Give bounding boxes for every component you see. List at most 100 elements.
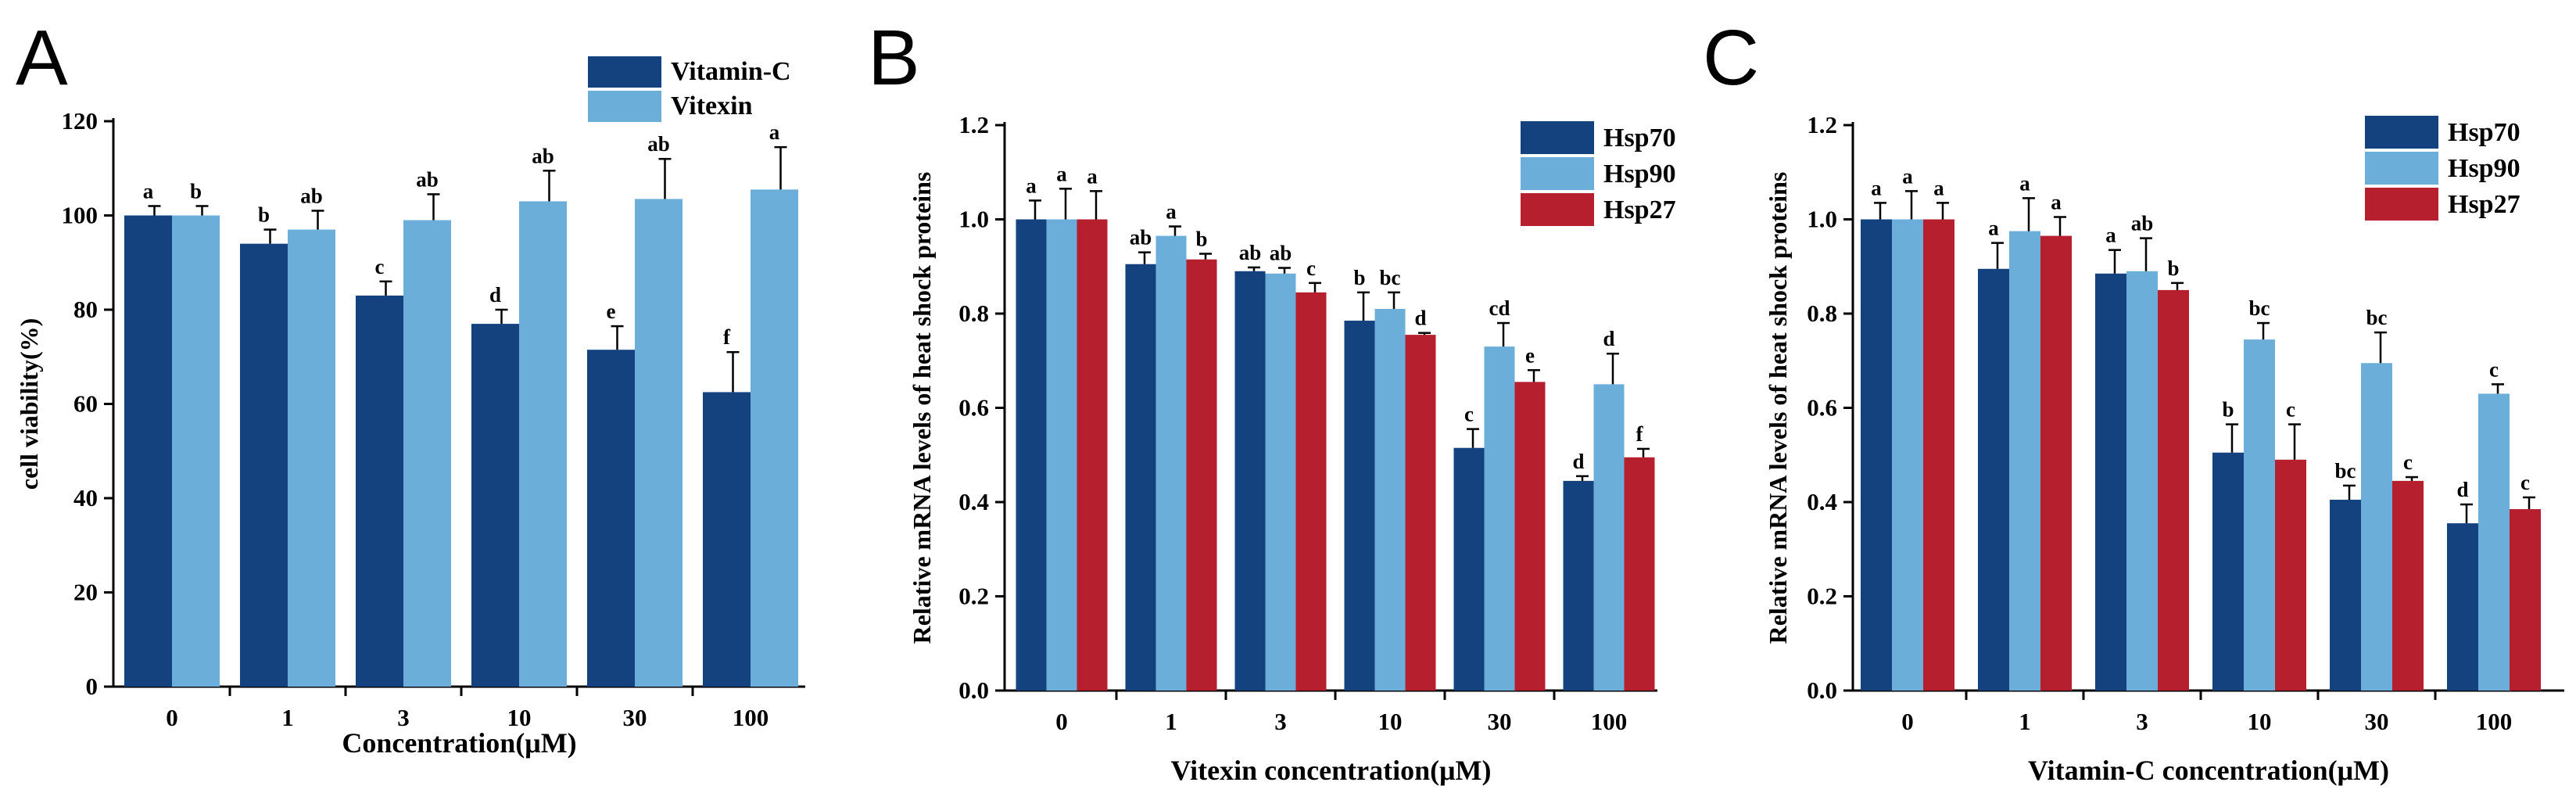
legend-swatch [1521, 121, 1594, 154]
significance-label: b [2222, 398, 2234, 422]
significance-label: a [143, 179, 154, 203]
panel-letter: A [16, 14, 68, 102]
bar-hsp90-3 [1265, 273, 1296, 691]
x-tick-label: 1 [2019, 708, 2031, 735]
y-axis-title: Relative mRNA levels of heat shock prote… [908, 172, 936, 644]
y-tick-label: 120 [62, 107, 99, 135]
y-tick-label: 0.8 [958, 300, 989, 327]
x-tick-label: 30 [623, 704, 647, 731]
bar-vitamin-c-30 [587, 350, 635, 687]
x-tick-label: 100 [2476, 708, 2513, 735]
significance-label: ab [1270, 242, 1292, 265]
y-axis-title: cell viability(%) [15, 318, 43, 490]
legend-label: Hsp90 [1603, 160, 1676, 188]
y-tick-label: 1.2 [958, 111, 989, 138]
y-tick-label: 1.0 [1807, 206, 1837, 233]
significance-label: b [1353, 266, 1365, 289]
significance-label: c [1464, 403, 1474, 426]
x-tick-label: 3 [397, 704, 410, 731]
significance-label: bc [2366, 306, 2388, 329]
bar-hsp90-30 [2361, 363, 2392, 691]
bar-vitamin-c-0 [124, 215, 172, 687]
significance-label: d [2456, 478, 2468, 501]
bar-hsp90-100 [2478, 393, 2510, 691]
bar-hsp70-100 [2447, 523, 2478, 691]
significance-label: ab [1130, 226, 1152, 249]
x-axis-title: Vitexin concentration(μM) [1171, 755, 1492, 786]
significance-label: e [607, 300, 616, 323]
x-tick-label: 3 [1274, 708, 1287, 735]
bar-hsp27-100 [1624, 457, 1655, 691]
significance-label: c [2286, 398, 2295, 422]
bar-hsp90-1 [1155, 235, 1187, 691]
significance-label: c [2489, 357, 2499, 381]
y-tick-label: 1.2 [1807, 111, 1837, 138]
bar-hsp70-1 [1125, 264, 1156, 691]
significance-label: ab [532, 144, 554, 167]
legend-label: Vitexin [671, 92, 753, 120]
x-tick-label: 1 [281, 704, 294, 731]
significance-label: c [2520, 471, 2530, 494]
bar-hsp27-1 [1186, 259, 1217, 691]
bar-hsp70-3 [2095, 273, 2126, 691]
bar-vitexin-0 [172, 215, 220, 687]
legend: Vitamin-C Vitexin [588, 56, 791, 122]
bar-hsp70-0 [1861, 219, 1892, 691]
x-tick-label: 10 [2248, 708, 2272, 735]
bar-vitamin-c-100 [703, 392, 751, 687]
significance-label: a [1871, 176, 1882, 199]
bar-hsp90-10 [2244, 339, 2275, 691]
significance-label: ab [2131, 212, 2154, 235]
legend-swatch [588, 56, 661, 88]
y-tick-label: 0.8 [1807, 300, 1837, 327]
significance-label: d [1414, 307, 1426, 330]
bar-hsp70-10 [2212, 452, 2244, 691]
significance-label: ab [1239, 241, 1262, 264]
x-tick-label: 10 [507, 704, 532, 731]
significance-label: a [2105, 224, 2116, 247]
y-tick-label: 0.0 [1807, 676, 1837, 704]
significance-label: bc [1380, 266, 1401, 289]
bar-vitexin-3 [403, 220, 451, 687]
x-tick-label: 0 [166, 704, 178, 731]
bar-hsp70-10 [1344, 321, 1375, 691]
legend-label: Hsp90 [2448, 154, 2520, 183]
significance-label: a [769, 120, 780, 144]
y-tick-label: 0.2 [1807, 583, 1837, 610]
x-tick-label: 1 [1165, 708, 1177, 735]
y-axis-title: Relative mRNA levels of heat shock prote… [1764, 172, 1792, 644]
bar-hsp90-30 [1484, 346, 1515, 691]
significance-label: bc [2249, 296, 2270, 320]
legend-swatch [588, 91, 661, 122]
x-axis-title: Vitamin-C concentration(μM) [2028, 755, 2389, 786]
bar-hsp70-30 [2330, 499, 2361, 691]
panel-letter: B [868, 14, 920, 102]
bar-hsp70-0 [1016, 219, 1047, 691]
bar-hsp90-0 [1892, 219, 1923, 691]
significance-label: c [2403, 450, 2413, 474]
y-tick-label: 80 [73, 296, 98, 323]
legend-swatch [2365, 188, 2438, 221]
legend: Hsp70 Hsp90 Hsp27 [1521, 121, 1676, 226]
bar-hsp90-1 [2009, 231, 2040, 691]
x-tick-label: 0 [1055, 708, 1068, 735]
legend-swatch [1521, 193, 1594, 226]
significance-label: bc [2335, 459, 2356, 483]
legend: Hsp70 Hsp90 Hsp27 [2365, 116, 2520, 221]
y-tick-label: 60 [73, 390, 98, 418]
significance-label: a [1166, 200, 1177, 224]
bar-hsp27-3 [2158, 289, 2189, 691]
significance-label: ab [647, 132, 670, 156]
legend-swatch [2365, 116, 2438, 149]
y-tick-label: 0.0 [958, 676, 989, 704]
x-tick-label: 10 [1378, 708, 1403, 735]
bar-hsp70-100 [1563, 480, 1594, 691]
significance-label: a [1087, 164, 1098, 188]
y-tick-label: 1.0 [958, 206, 989, 233]
bar-hsp27-100 [2510, 509, 2541, 691]
y-tick-label: 40 [73, 484, 98, 511]
bar-vitexin-10 [519, 201, 567, 687]
bar-hsp70-30 [1453, 447, 1485, 691]
bar-hsp70-1 [1978, 268, 2009, 691]
